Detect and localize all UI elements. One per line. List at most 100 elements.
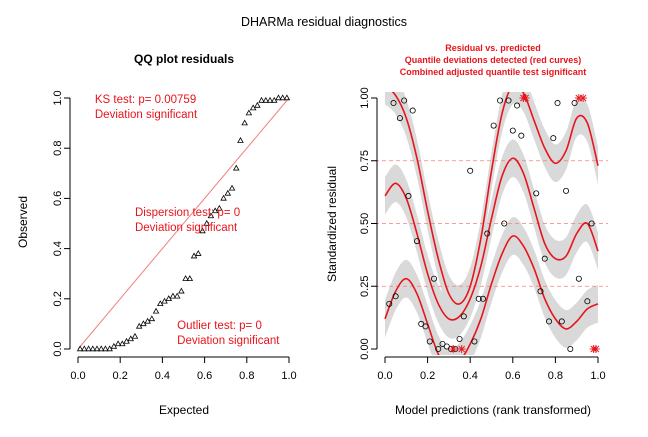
qq-point (262, 96, 270, 103)
residual-point (567, 345, 574, 352)
x-tick-label: 0.6 (197, 370, 212, 382)
qq-point (173, 292, 181, 299)
qq-annotation-text: Outlier test: p= 0 (177, 320, 262, 332)
residual-vs-predicted-panel: Residual vs. predicted Quantile deviatio… (325, 43, 608, 417)
residual-point (426, 338, 433, 345)
residual-point (501, 220, 508, 227)
qq-point (85, 345, 92, 352)
y-tick-label: 0.75 (359, 150, 371, 171)
qq-annotation-text: Deviation significant (135, 222, 238, 234)
residual-point (490, 122, 497, 129)
residual-point (443, 343, 450, 350)
y-tick-label: 1.0 (52, 90, 64, 105)
rv-plot-area (375, 92, 608, 355)
qq-annotation-text: Dispersion test: p= 0 (135, 207, 240, 219)
residual-point (533, 190, 540, 197)
qq-point (199, 227, 206, 234)
qq-point (224, 189, 232, 196)
quantile-regression-curve (384, 235, 599, 355)
qq-point (216, 204, 223, 211)
x-tick-label: 1.0 (590, 370, 605, 382)
rv-title-line-2: Quantile deviations detected (red curves… (405, 55, 582, 65)
qq-point (232, 164, 240, 171)
residual-point (422, 323, 429, 330)
qq-point (178, 287, 185, 294)
qq-point (102, 345, 109, 352)
residual-point (386, 300, 393, 307)
x-tick-label: 1.0 (281, 370, 296, 382)
qq-plot-panel: QQ plot residuals 0.0 0.2 0.4 0.6 0.8 1.0 0.0 0… (16, 52, 297, 417)
residual-point (439, 340, 446, 347)
qq-point (152, 307, 160, 314)
qq-point (76, 345, 84, 352)
main-title: DHARMa residual diagnostics (241, 15, 407, 29)
residual-point (467, 167, 474, 174)
qq-point (89, 345, 97, 352)
residual-point (479, 295, 486, 302)
outlier-star (521, 94, 530, 102)
x-tick-label: 0.8 (239, 370, 254, 382)
residual-point (509, 127, 516, 134)
y-tick-label: 0.2 (52, 291, 64, 306)
x-tick-label: 0.0 (377, 370, 392, 382)
qq-y-axis-label: Observed (16, 196, 30, 248)
residual-point (435, 345, 442, 352)
y-tick-label: 0.00 (359, 338, 371, 359)
residual-point (541, 255, 548, 262)
y-tick-label: 0.50 (359, 213, 371, 234)
residual-point (430, 275, 437, 282)
x-tick-label: 0.8 (548, 370, 563, 382)
y-tick-label: 0.8 (52, 141, 64, 156)
qq-point (275, 94, 282, 101)
qq-point (279, 94, 286, 101)
qq-annotation-text: KS test: p= 0.00759 (95, 94, 196, 106)
x-tick-label: 0.2 (113, 370, 128, 382)
residual-point (484, 230, 491, 237)
y-tick-label: 0.25 (359, 276, 371, 297)
qq-point (114, 340, 122, 347)
qq-point (258, 96, 265, 103)
qq-annotation-text: Deviation significant (177, 335, 280, 347)
qq-point (283, 94, 291, 101)
residual-point (546, 318, 553, 325)
qq-point (131, 332, 139, 339)
qq-point (237, 137, 244, 143)
residual-point (471, 338, 478, 345)
residual-point (575, 275, 582, 282)
residual-point (405, 192, 412, 199)
residual-point (563, 187, 570, 194)
quantile-regression-curve (384, 157, 599, 321)
residual-point (409, 107, 416, 114)
qq-point (245, 109, 253, 116)
reference-line (77, 97, 290, 350)
outlier-star (449, 345, 458, 353)
residual-point (588, 220, 595, 227)
residual-point (558, 318, 565, 325)
qq-point (169, 292, 177, 299)
residual-point (505, 97, 512, 104)
qq-point (228, 184, 236, 191)
y-tick-label: 0.0 (52, 341, 64, 356)
x-tick-label: 0.6 (505, 370, 520, 382)
x-tick-label: 0.4 (463, 370, 478, 382)
rv-x-axis-label: Model predictions (rank transformed) (395, 403, 591, 417)
x-tick-label: 0.2 (420, 370, 435, 382)
residual-point (554, 100, 561, 107)
residual-point (571, 100, 578, 107)
qq-plot-title: QQ plot residuals (134, 52, 234, 66)
x-tick-label: 0.4 (155, 370, 170, 382)
residual-point (550, 135, 557, 142)
residual-point (475, 295, 482, 302)
qq-x-axis-label: Expected (159, 403, 209, 417)
qq-point (186, 275, 194, 281)
qq-point (97, 345, 105, 352)
rv-y-axis-label: Standardized residual (325, 166, 339, 282)
y-tick-label: 0.4 (52, 241, 64, 256)
qq-point (194, 250, 202, 256)
qq-point (266, 96, 274, 103)
residual-point (537, 288, 544, 295)
residual-point (456, 335, 463, 342)
qq-point (148, 315, 156, 322)
residual-point (392, 293, 399, 300)
